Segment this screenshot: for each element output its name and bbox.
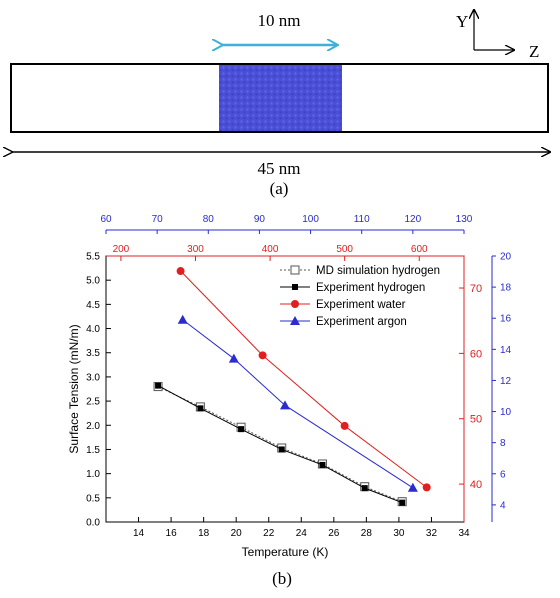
x-tick-label: 24 [296, 528, 308, 539]
data-point-experiment-hydrogen [278, 446, 285, 453]
right-red-tick-label: 60 [470, 348, 482, 360]
right-red-tick-label: 70 [470, 283, 482, 295]
top-blue-tick-label: 110 [354, 214, 370, 225]
data-point-experiment-water [258, 351, 267, 360]
width-label: 10 nm [258, 11, 301, 30]
data-point-experiment-hydrogen [319, 461, 326, 468]
axis-indicator: Y Z [456, 10, 539, 61]
top-blue-tick-label: 100 [302, 214, 319, 225]
y-tick-label: 4.0 [86, 324, 100, 335]
legend-marker-md-simulation-hydrogen [290, 265, 300, 275]
panel-a-caption: (a) [270, 179, 289, 198]
data-point-experiment-argon [177, 314, 188, 324]
legend-label-experiment-hydrogen: Experiment hydrogen [316, 282, 425, 294]
y-tick-label: 1.0 [86, 469, 100, 480]
legend-marker-experiment-argon [290, 316, 300, 325]
right-blue-tick-label: 8 [500, 438, 506, 449]
series-line-experiment-water [180, 270, 428, 488]
y-tick-label: 2.5 [86, 397, 100, 408]
x-tick-label: 16 [166, 528, 178, 539]
series-line-experiment-argon [182, 319, 414, 489]
top-blue-tick-label: 70 [152, 214, 164, 225]
right-blue-tick-label: 6 [500, 469, 506, 480]
top-red-tick-label: 600 [411, 244, 428, 255]
legend-label-md-simulation-hydrogen: MD simulation hydrogen [316, 265, 440, 277]
data-point-experiment-hydrogen [238, 426, 245, 433]
z-axis-letter: Z [529, 42, 539, 61]
right-blue-tick-label: 16 [500, 314, 512, 325]
top-red-tick-label: 400 [262, 244, 279, 255]
y-tick-label: 5.0 [86, 276, 100, 287]
y-tick-label: 0.0 [86, 518, 100, 529]
data-point-experiment-argon [228, 353, 239, 363]
right-red-tick-label: 40 [470, 479, 482, 491]
data-point-experiment-water [176, 267, 185, 276]
y-tick-label: 4.5 [86, 300, 100, 311]
top-blue-tick-label: 90 [254, 214, 266, 225]
right-red-tick-label: 50 [470, 414, 482, 426]
x-tick-label: 28 [361, 528, 373, 539]
x-tick-label: 34 [458, 528, 470, 539]
data-point-experiment-hydrogen [361, 485, 368, 492]
legend-marker-experiment-hydrogen [292, 284, 298, 290]
x-tick-label: 14 [133, 528, 145, 539]
x-tick-label: 18 [198, 528, 210, 539]
box-length-label: 45 nm [258, 159, 301, 178]
legend-label-experiment-argon: Experiment argon [316, 316, 407, 328]
top-red-tick-label: 200 [113, 244, 130, 255]
top-blue-tick-label: 60 [100, 214, 112, 225]
y-tick-label: 1.5 [86, 445, 100, 456]
x-tick-label: 22 [263, 528, 275, 539]
y-tick-label: 5.5 [86, 252, 100, 263]
right-blue-tick-label: 14 [500, 345, 512, 356]
data-point-experiment-hydrogen [399, 499, 406, 506]
data-point-experiment-water [340, 421, 349, 430]
legend-marker-experiment-water [291, 300, 299, 308]
y-tick-label: 0.5 [86, 493, 100, 504]
data-point-experiment-argon [280, 400, 290, 410]
x-tick-label: 20 [231, 528, 243, 539]
liquid-slab [219, 65, 342, 131]
x-tick-label: 26 [328, 528, 340, 539]
top-blue-tick-label: 130 [456, 214, 473, 225]
y-tick-label: 2.0 [86, 421, 100, 432]
x-tick-label: 32 [426, 528, 438, 539]
panel-b-chart: Temperature (K) Surface Tension (mN/m) 1… [67, 214, 512, 559]
x-tick-label: 30 [393, 528, 405, 539]
data-point-experiment-argon [407, 482, 418, 492]
panel-a: 10 nm 45 nm (a) Y Z [11, 10, 550, 198]
top-blue-tick-label: 120 [405, 214, 422, 225]
x-axis-title: Temperature (K) [242, 545, 329, 559]
right-blue-tick-label: 18 [500, 283, 512, 294]
top-red-tick-label: 300 [187, 244, 204, 255]
y-axis-title: Surface Tension (mN/m) [67, 324, 81, 453]
data-point-experiment-hydrogen [197, 405, 204, 412]
right-blue-tick-label: 20 [500, 252, 512, 263]
legend-label-experiment-water: Experiment water [316, 299, 406, 311]
data-point-experiment-water [422, 483, 431, 492]
top-red-tick-label: 500 [336, 244, 353, 255]
y-tick-label: 3.0 [86, 372, 100, 383]
right-blue-tick-label: 10 [500, 407, 512, 418]
y-tick-label: 3.5 [86, 348, 100, 359]
panel-b-caption: (b) [272, 569, 292, 588]
right-blue-tick-label: 12 [500, 376, 512, 387]
right-blue-tick-label: 4 [500, 500, 506, 511]
data-point-experiment-hydrogen [155, 382, 162, 389]
y-axis-letter: Y [456, 12, 468, 31]
top-blue-tick-label: 80 [203, 214, 215, 225]
